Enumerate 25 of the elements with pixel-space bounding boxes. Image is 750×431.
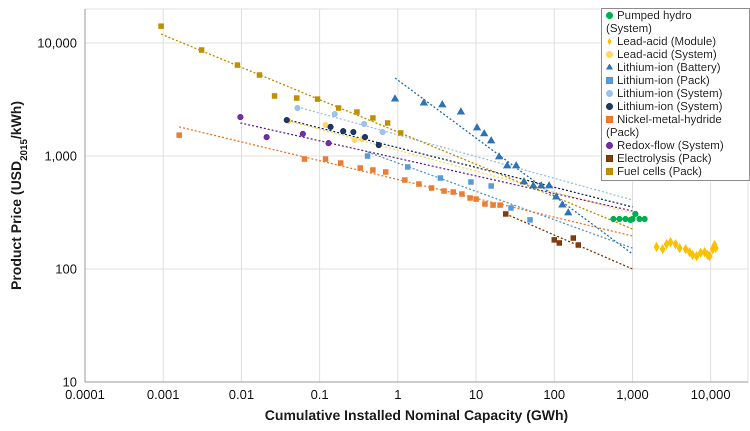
- legend-label: Lithium-ion (Pack): [617, 75, 710, 87]
- y-tick-label: 1,000: [44, 148, 77, 164]
- y-tick-label: 10: [62, 374, 77, 390]
- legend-label: Fuel cells (Pack): [617, 166, 702, 178]
- legend-label: Lead-acid (System): [617, 49, 717, 61]
- legend-label: Lead-acid (Module): [617, 36, 716, 48]
- x-tick-label: 10,000: [690, 387, 731, 402]
- x-tick-label: 10: [468, 387, 484, 402]
- x-tick-label: 0.001: [146, 387, 180, 402]
- legend-label: Lithium-ion (System): [617, 101, 722, 113]
- x-tick-label: 0.01: [228, 387, 254, 402]
- x-tick-label: 1: [394, 387, 402, 402]
- legend-label: Lithium-ion (Battery): [617, 62, 721, 74]
- legend-label: Lithium-ion (System): [617, 88, 722, 100]
- legend-label: Nickel-metal-hydride (Pack): [606, 114, 722, 139]
- x-tick-label: 0.0001: [65, 387, 105, 402]
- x-axis-title: Cumulative Installed Nominal Capacity (GWh): [264, 407, 568, 423]
- y-tick-label: 10,000: [37, 36, 77, 51]
- x-tick-label: 0.1: [310, 387, 329, 402]
- legend-label: Electrolysis (Pack): [617, 153, 712, 165]
- legend-label: Redox-flow (System): [617, 140, 724, 152]
- x-tick-label: 100: [543, 387, 566, 402]
- legend-label: Pumped hydro (System): [606, 10, 692, 35]
- y-tick-label: 100: [55, 262, 77, 277]
- x-tick-label: 1,000: [616, 387, 649, 402]
